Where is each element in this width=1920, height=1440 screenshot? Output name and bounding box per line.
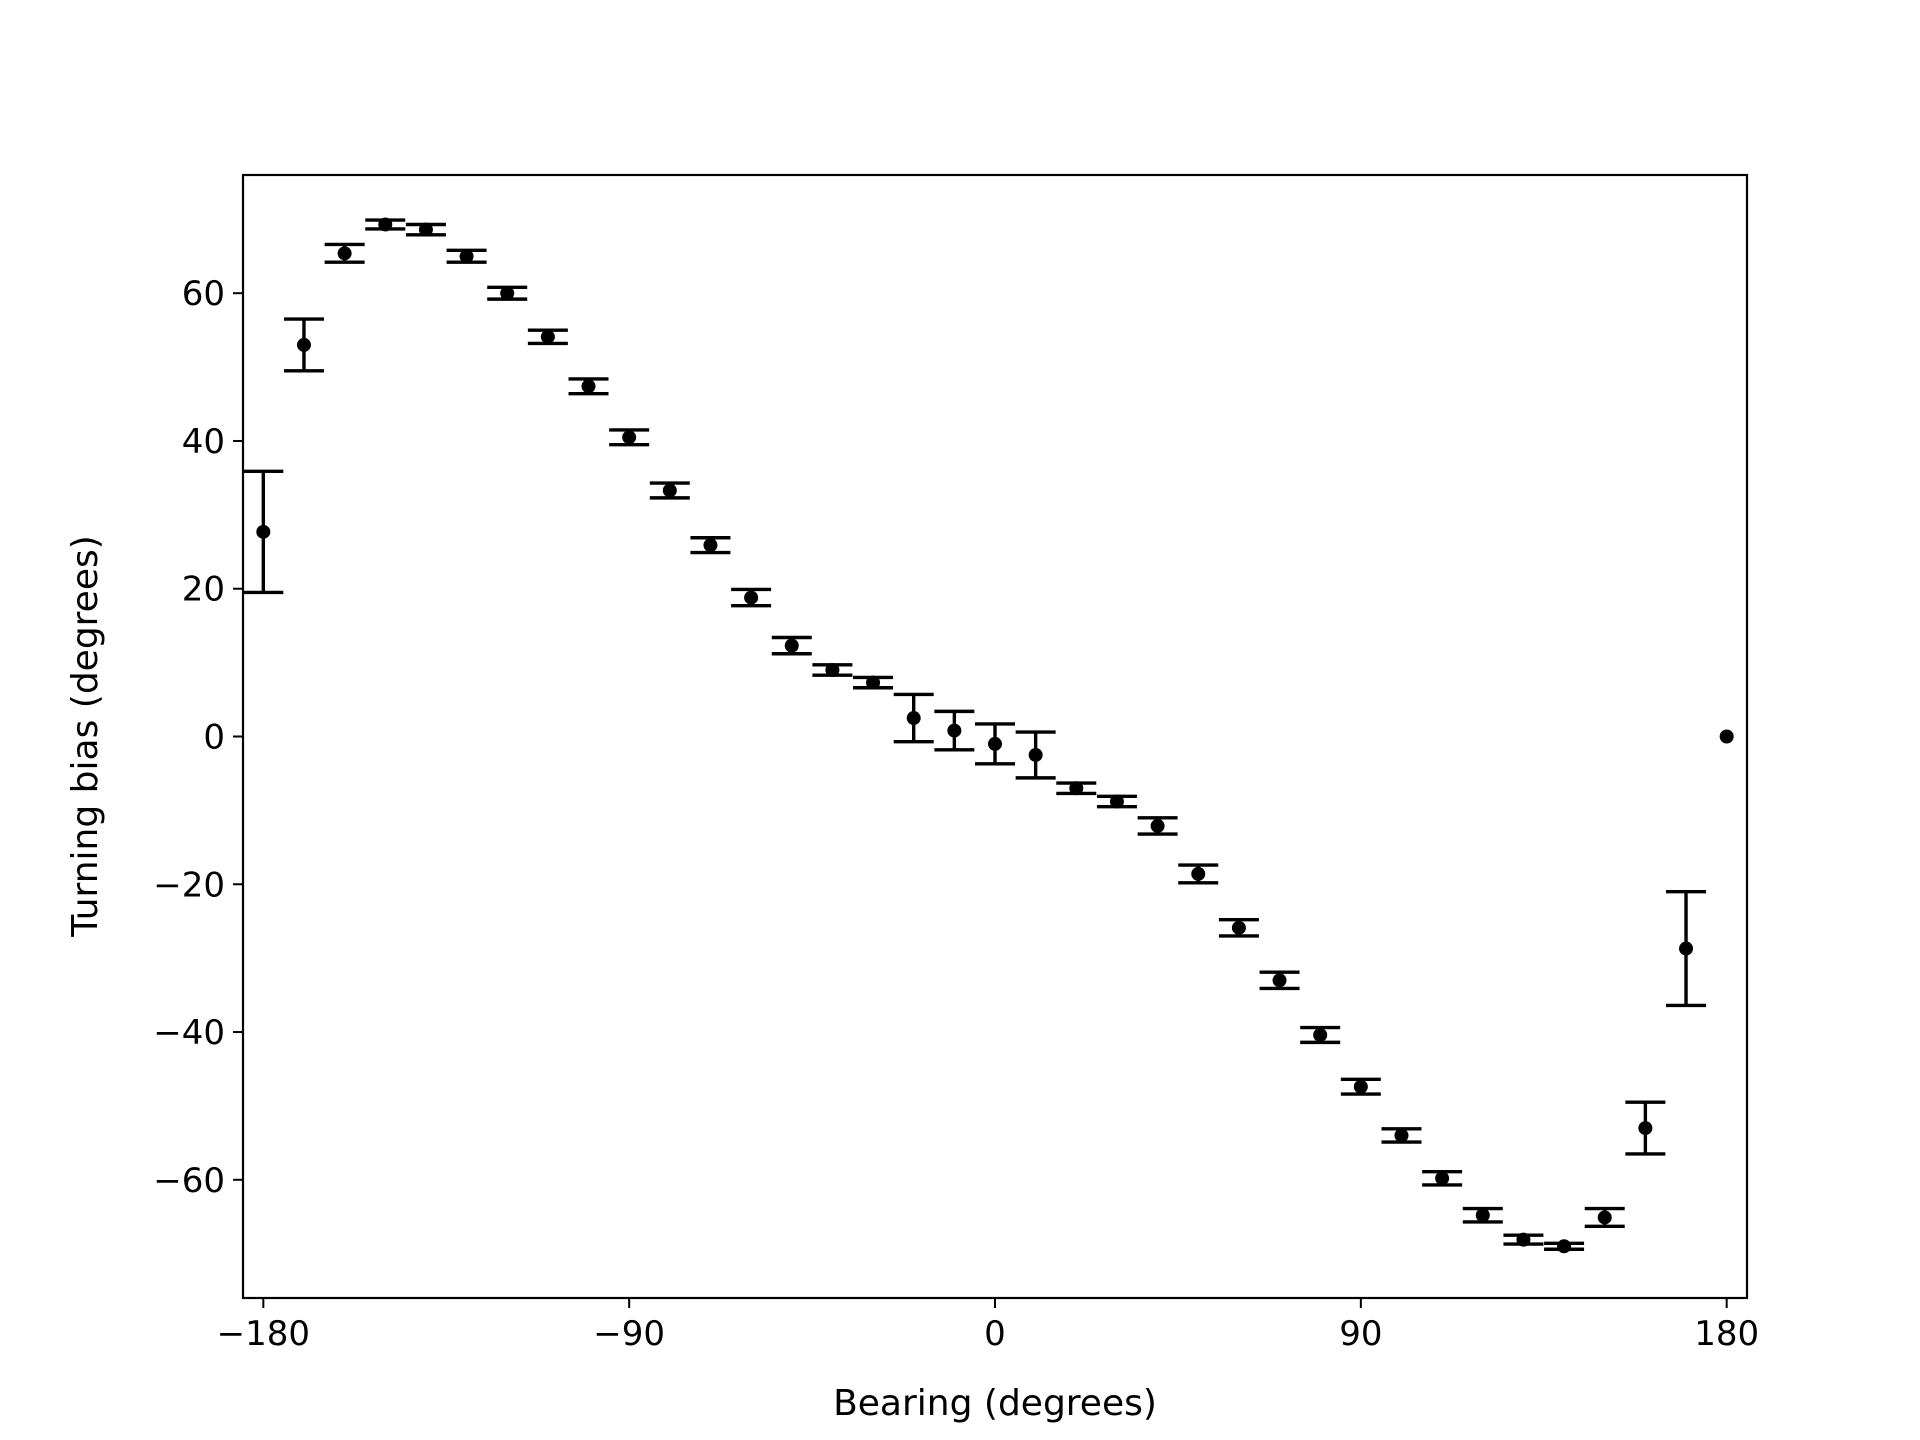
data-marks bbox=[243, 217, 1734, 1254]
x-tick-label: 0 bbox=[984, 1314, 1006, 1354]
data-point bbox=[1516, 1232, 1531, 1247]
data-point bbox=[1679, 941, 1694, 956]
data-point bbox=[1150, 818, 1165, 833]
data-point bbox=[1353, 1079, 1368, 1094]
data-point bbox=[1191, 866, 1206, 881]
data-point bbox=[540, 329, 555, 344]
data-point bbox=[906, 711, 921, 726]
y-tick-label: 60 bbox=[182, 274, 225, 314]
data-point bbox=[825, 663, 840, 678]
data-point bbox=[988, 736, 1002, 751]
data-point bbox=[866, 675, 881, 690]
data-point bbox=[1394, 1128, 1409, 1143]
data-point bbox=[1638, 1121, 1653, 1136]
data-point bbox=[418, 222, 433, 237]
data-point bbox=[622, 430, 637, 445]
data-point bbox=[1719, 729, 1734, 744]
y-tick-label: 40 bbox=[182, 422, 225, 462]
data-point bbox=[500, 286, 515, 301]
data-point bbox=[703, 538, 718, 553]
data-point bbox=[1313, 1027, 1328, 1042]
data-point bbox=[744, 590, 759, 605]
y-tick-label: −20 bbox=[153, 865, 225, 905]
data-point bbox=[581, 379, 596, 394]
y-tick-label: −40 bbox=[153, 1013, 225, 1053]
y-tick-label: 20 bbox=[182, 570, 225, 610]
data-point bbox=[459, 249, 474, 264]
data-point bbox=[1069, 781, 1084, 796]
data-point bbox=[1028, 747, 1043, 762]
x-tick-label: −180 bbox=[217, 1314, 310, 1354]
y-axis: −60 −40 −20 0 20 40 60 bbox=[153, 274, 243, 1201]
data-point bbox=[1597, 1210, 1612, 1225]
x-axis-label: Bearing (degrees) bbox=[833, 1383, 1157, 1424]
data-point bbox=[378, 217, 393, 232]
data-point bbox=[1109, 794, 1124, 809]
y-axis-label: Turning bias (degrees) bbox=[65, 535, 106, 938]
data-point bbox=[784, 638, 799, 653]
data-point bbox=[337, 246, 352, 261]
data-point bbox=[1231, 920, 1246, 935]
x-axis: −180 −90 0 90 180 bbox=[217, 1298, 1759, 1354]
x-tick-label: 90 bbox=[1339, 1314, 1382, 1354]
y-tick-label: 0 bbox=[203, 718, 225, 758]
data-point bbox=[1272, 973, 1287, 988]
data-point bbox=[1557, 1239, 1572, 1254]
data-point bbox=[662, 483, 677, 498]
data-point bbox=[947, 723, 962, 738]
x-tick-label: −90 bbox=[593, 1314, 665, 1354]
data-point bbox=[296, 337, 311, 352]
data-point bbox=[1435, 1171, 1450, 1186]
data-point bbox=[1475, 1208, 1490, 1223]
y-tick-label: −60 bbox=[153, 1161, 225, 1201]
x-tick-label: 180 bbox=[1694, 1314, 1759, 1354]
data-point bbox=[256, 524, 271, 539]
